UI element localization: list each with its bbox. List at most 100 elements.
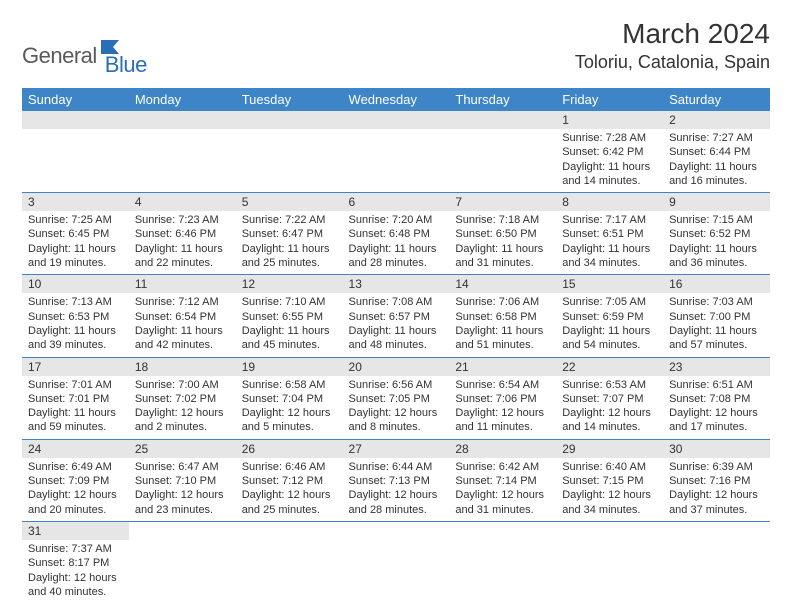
sunrise-text: Sunrise: 6:49 AM <box>28 460 123 474</box>
sunset-text: Sunset: 6:42 PM <box>562 145 657 159</box>
weekday-header: Tuesday <box>236 88 343 111</box>
day-number: 25 <box>129 440 236 458</box>
sunset-text: Sunset: 6:58 PM <box>455 310 550 324</box>
weekday-header: Monday <box>129 88 236 111</box>
location: Toloriu, Catalonia, Spain <box>575 52 770 73</box>
sunrise-text: Sunrise: 6:44 AM <box>349 460 444 474</box>
day-number <box>236 111 343 129</box>
sunset-text: Sunset: 6:55 PM <box>242 310 337 324</box>
day-text <box>129 129 236 179</box>
calendar-body: 1Sunrise: 7:28 AMSunset: 6:42 PMDaylight… <box>22 111 770 603</box>
day-number: 8 <box>556 193 663 211</box>
daylight-text: Daylight: 11 hours and 22 minutes. <box>135 242 230 271</box>
daylight-text: Daylight: 12 hours and 23 minutes. <box>135 488 230 517</box>
sunset-text: Sunset: 7:09 PM <box>28 474 123 488</box>
calendar-cell: 29Sunrise: 6:40 AMSunset: 7:15 PMDayligh… <box>556 439 663 521</box>
calendar-cell: 15Sunrise: 7:05 AMSunset: 6:59 PMDayligh… <box>556 275 663 357</box>
day-text: Sunrise: 7:23 AMSunset: 6:46 PMDaylight:… <box>129 211 236 274</box>
calendar-week-row: 31Sunrise: 7:37 AMSunset: 8:17 PMDayligh… <box>22 521 770 603</box>
daylight-text: Daylight: 11 hours and 54 minutes. <box>562 324 657 353</box>
day-text: Sunrise: 6:40 AMSunset: 7:15 PMDaylight:… <box>556 458 663 521</box>
calendar-cell: 9Sunrise: 7:15 AMSunset: 6:52 PMDaylight… <box>663 193 770 275</box>
sunset-text: Sunset: 6:48 PM <box>349 227 444 241</box>
calendar-cell <box>449 521 556 603</box>
calendar-cell: 4Sunrise: 7:23 AMSunset: 6:46 PMDaylight… <box>129 193 236 275</box>
sunset-text: Sunset: 7:07 PM <box>562 392 657 406</box>
daylight-text: Daylight: 12 hours and 34 minutes. <box>562 488 657 517</box>
sunrise-text: Sunrise: 7:37 AM <box>28 542 123 556</box>
daylight-text: Daylight: 12 hours and 20 minutes. <box>28 488 123 517</box>
day-number: 10 <box>22 275 129 293</box>
sunrise-text: Sunrise: 6:42 AM <box>455 460 550 474</box>
sunrise-text: Sunrise: 7:28 AM <box>562 131 657 145</box>
day-number: 7 <box>449 193 556 211</box>
day-number: 4 <box>129 193 236 211</box>
calendar-cell: 23Sunrise: 6:51 AMSunset: 7:08 PMDayligh… <box>663 357 770 439</box>
day-number: 9 <box>663 193 770 211</box>
sunrise-text: Sunrise: 6:58 AM <box>242 378 337 392</box>
calendar-cell: 18Sunrise: 7:00 AMSunset: 7:02 PMDayligh… <box>129 357 236 439</box>
day-number <box>22 111 129 129</box>
sunset-text: Sunset: 7:02 PM <box>135 392 230 406</box>
sunrise-text: Sunrise: 7:06 AM <box>455 295 550 309</box>
day-number: 21 <box>449 358 556 376</box>
sunset-text: Sunset: 7:01 PM <box>28 392 123 406</box>
sunset-text: Sunset: 7:06 PM <box>455 392 550 406</box>
day-number <box>449 111 556 129</box>
sunrise-text: Sunrise: 7:13 AM <box>28 295 123 309</box>
day-text: Sunrise: 6:47 AMSunset: 7:10 PMDaylight:… <box>129 458 236 521</box>
weekday-header: Saturday <box>663 88 770 111</box>
day-number: 30 <box>663 440 770 458</box>
daylight-text: Daylight: 12 hours and 5 minutes. <box>242 406 337 435</box>
day-text: Sunrise: 7:05 AMSunset: 6:59 PMDaylight:… <box>556 293 663 356</box>
calendar-cell: 7Sunrise: 7:18 AMSunset: 6:50 PMDaylight… <box>449 193 556 275</box>
day-number <box>129 111 236 129</box>
daylight-text: Daylight: 12 hours and 17 minutes. <box>669 406 764 435</box>
day-text: Sunrise: 7:00 AMSunset: 7:02 PMDaylight:… <box>129 376 236 439</box>
calendar-cell: 3Sunrise: 7:25 AMSunset: 6:45 PMDaylight… <box>22 193 129 275</box>
sunrise-text: Sunrise: 6:51 AM <box>669 378 764 392</box>
calendar-week-row: 24Sunrise: 6:49 AMSunset: 7:09 PMDayligh… <box>22 439 770 521</box>
calendar-cell <box>129 521 236 603</box>
calendar-table: Sunday Monday Tuesday Wednesday Thursday… <box>22 88 770 603</box>
calendar-cell <box>343 111 450 193</box>
sunrise-text: Sunrise: 7:10 AM <box>242 295 337 309</box>
daylight-text: Daylight: 12 hours and 28 minutes. <box>349 488 444 517</box>
day-text: Sunrise: 7:18 AMSunset: 6:50 PMDaylight:… <box>449 211 556 274</box>
day-number: 27 <box>343 440 450 458</box>
calendar-cell: 22Sunrise: 6:53 AMSunset: 7:07 PMDayligh… <box>556 357 663 439</box>
calendar-cell: 17Sunrise: 7:01 AMSunset: 7:01 PMDayligh… <box>22 357 129 439</box>
day-number: 28 <box>449 440 556 458</box>
sunrise-text: Sunrise: 7:12 AM <box>135 295 230 309</box>
calendar-cell: 28Sunrise: 6:42 AMSunset: 7:14 PMDayligh… <box>449 439 556 521</box>
sunset-text: Sunset: 7:04 PM <box>242 392 337 406</box>
calendar-week-row: 1Sunrise: 7:28 AMSunset: 6:42 PMDaylight… <box>22 111 770 193</box>
daylight-text: Daylight: 11 hours and 25 minutes. <box>242 242 337 271</box>
daylight-text: Daylight: 11 hours and 34 minutes. <box>562 242 657 271</box>
daylight-text: Daylight: 12 hours and 8 minutes. <box>349 406 444 435</box>
calendar-cell: 5Sunrise: 7:22 AMSunset: 6:47 PMDaylight… <box>236 193 343 275</box>
sunrise-text: Sunrise: 7:20 AM <box>349 213 444 227</box>
day-text <box>22 129 129 179</box>
day-number: 13 <box>343 275 450 293</box>
day-text: Sunrise: 7:28 AMSunset: 6:42 PMDaylight:… <box>556 129 663 192</box>
day-number: 22 <box>556 358 663 376</box>
calendar-cell: 20Sunrise: 6:56 AMSunset: 7:05 PMDayligh… <box>343 357 450 439</box>
daylight-text: Daylight: 12 hours and 2 minutes. <box>135 406 230 435</box>
calendar-cell: 1Sunrise: 7:28 AMSunset: 6:42 PMDaylight… <box>556 111 663 193</box>
sunrise-text: Sunrise: 7:01 AM <box>28 378 123 392</box>
day-number: 2 <box>663 111 770 129</box>
weekday-header: Sunday <box>22 88 129 111</box>
daylight-text: Daylight: 12 hours and 37 minutes. <box>669 488 764 517</box>
calendar-cell: 14Sunrise: 7:06 AMSunset: 6:58 PMDayligh… <box>449 275 556 357</box>
sunset-text: Sunset: 6:54 PM <box>135 310 230 324</box>
weekday-header: Friday <box>556 88 663 111</box>
logo: General Blue <box>22 34 147 78</box>
calendar-cell: 6Sunrise: 7:20 AMSunset: 6:48 PMDaylight… <box>343 193 450 275</box>
day-number: 29 <box>556 440 663 458</box>
day-text: Sunrise: 7:17 AMSunset: 6:51 PMDaylight:… <box>556 211 663 274</box>
sunset-text: Sunset: 7:00 PM <box>669 310 764 324</box>
day-text: Sunrise: 6:42 AMSunset: 7:14 PMDaylight:… <box>449 458 556 521</box>
sunset-text: Sunset: 6:52 PM <box>669 227 764 241</box>
sunset-text: Sunset: 7:08 PM <box>669 392 764 406</box>
